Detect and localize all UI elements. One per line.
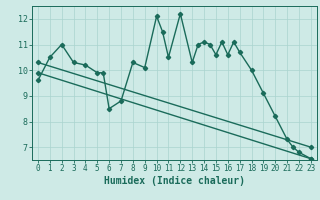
X-axis label: Humidex (Indice chaleur): Humidex (Indice chaleur) bbox=[104, 176, 245, 186]
